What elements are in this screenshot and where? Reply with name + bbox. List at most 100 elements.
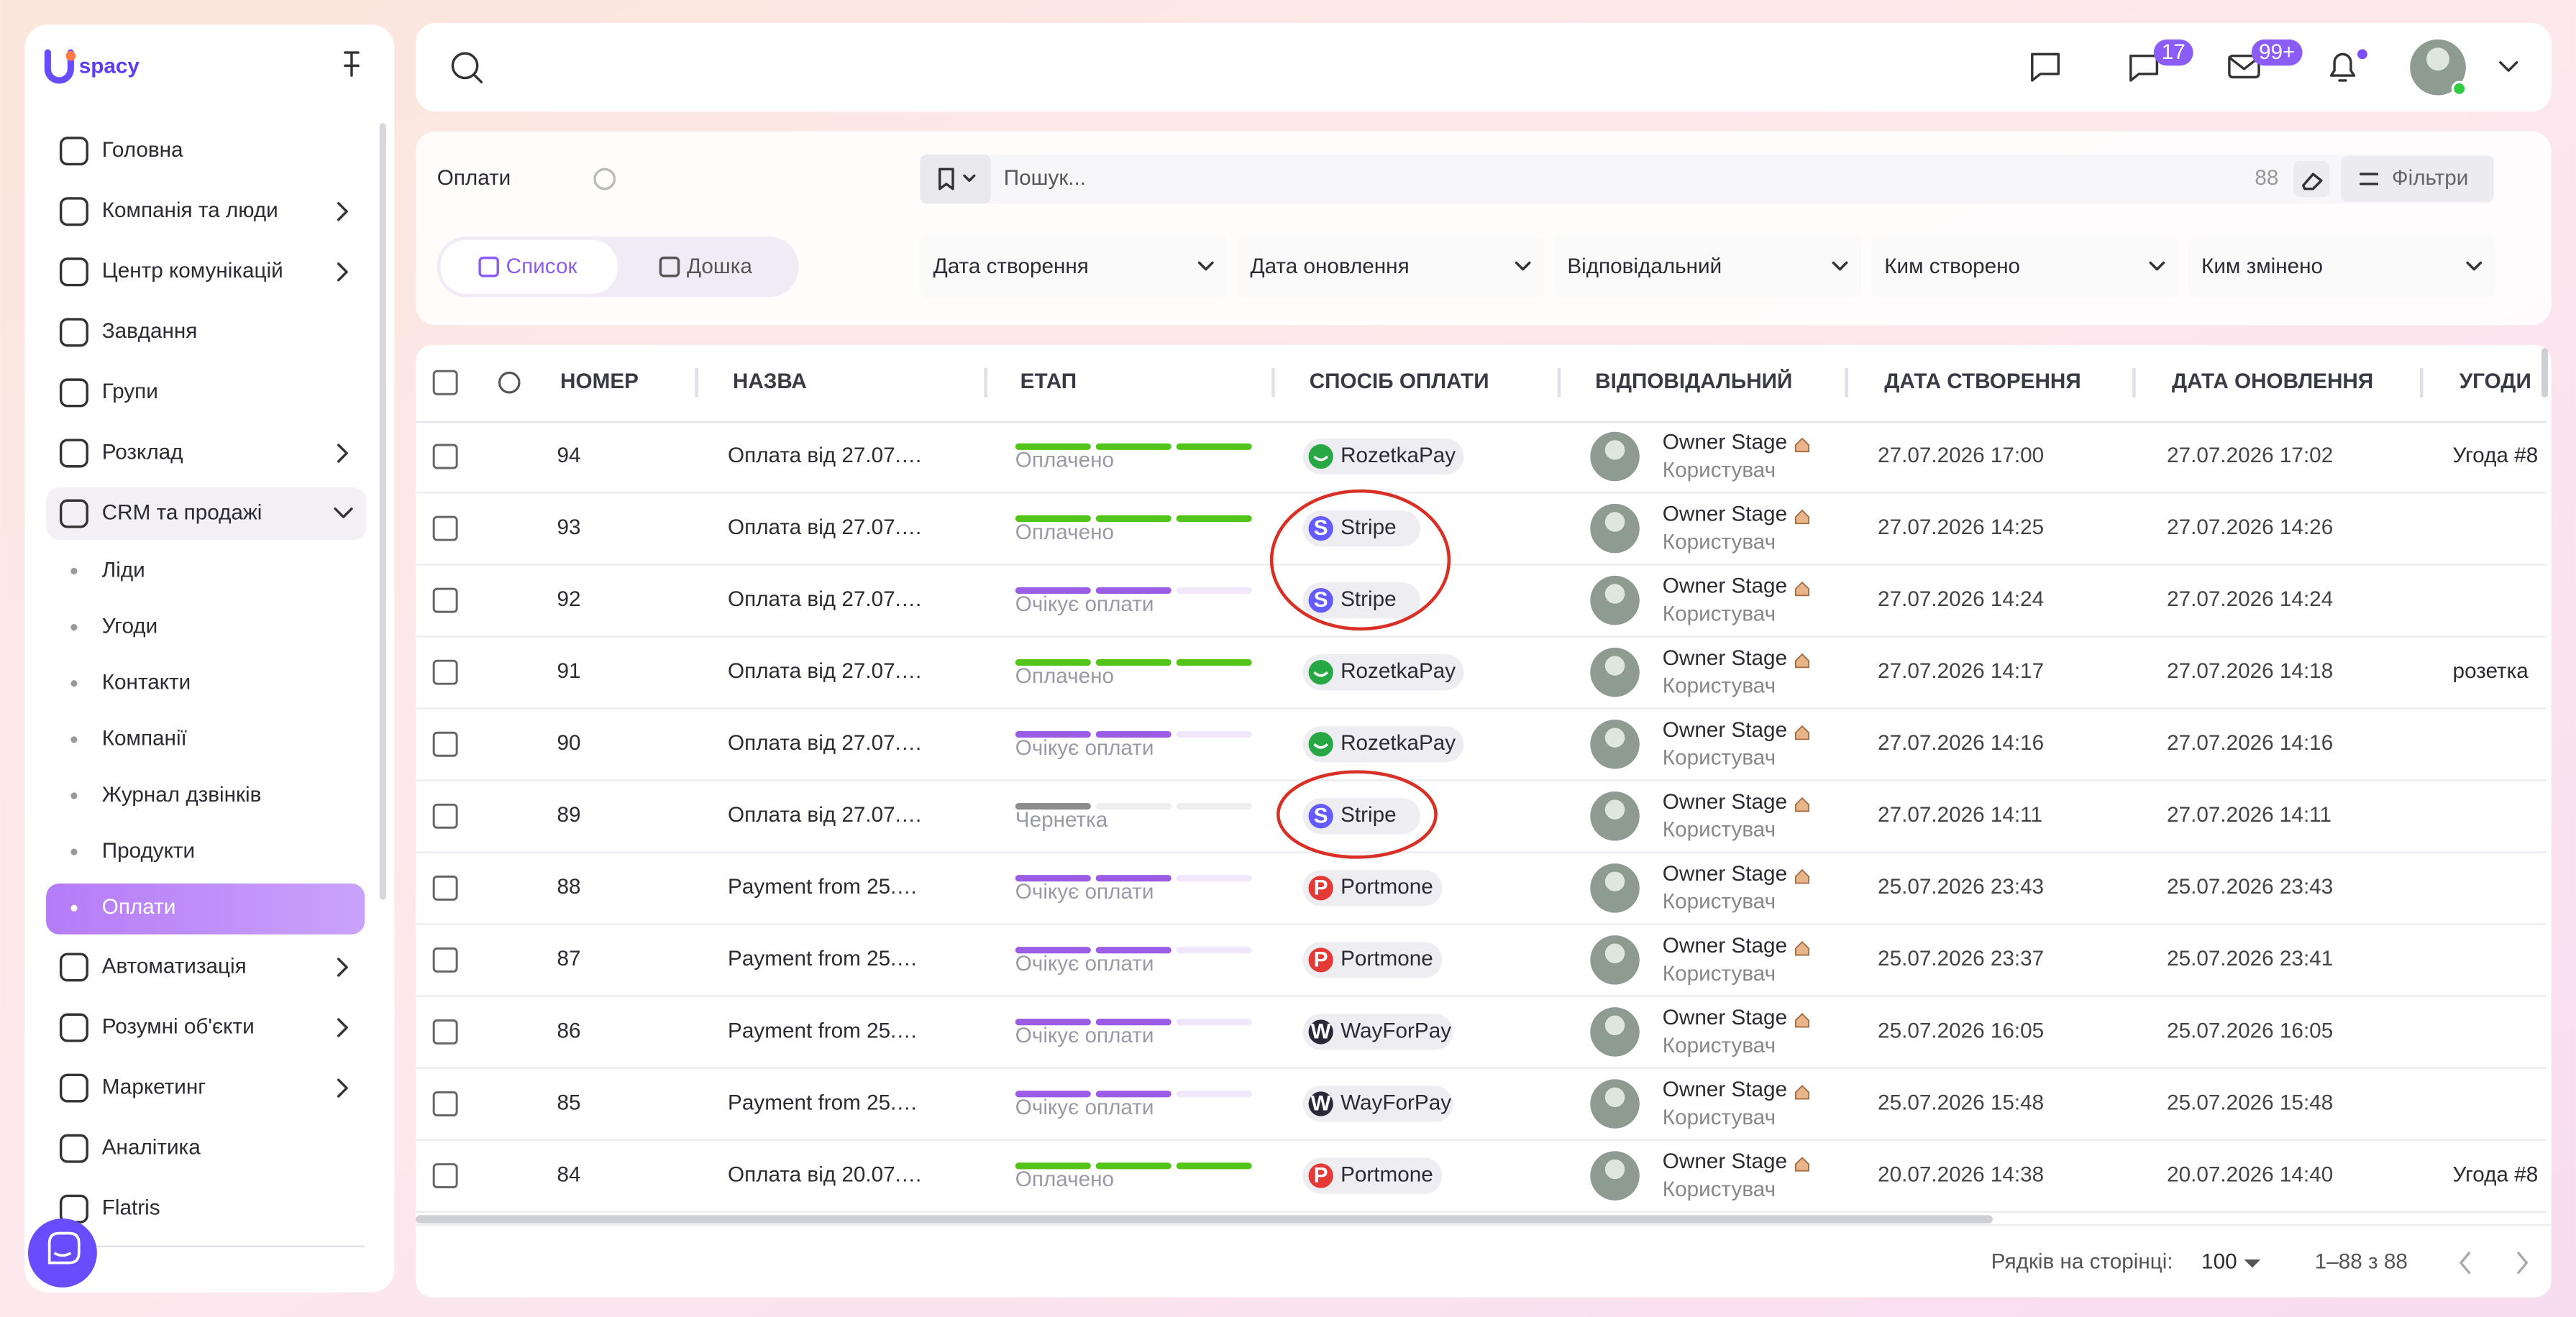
responsible-name[interactable]: Owner Stage xyxy=(1663,574,1787,598)
row-name[interactable]: Оплата від 27.07.… xyxy=(728,444,923,467)
deal[interactable]: розетка xyxy=(2453,659,2529,683)
nav-chevron[interactable] xyxy=(337,444,348,463)
nav-item[interactable]: Розумні об'єкти xyxy=(102,1014,255,1038)
nav-item[interactable]: Автоматизація xyxy=(102,954,247,978)
nav-item[interactable]: Головна xyxy=(102,138,183,162)
nav-subitem[interactable]: Компанії xyxy=(102,727,187,751)
view-tab[interactable]: Дошка xyxy=(687,254,752,278)
nav-item[interactable]: Групи xyxy=(102,380,158,403)
row-checkbox[interactable] xyxy=(432,515,458,541)
nav-subitem[interactable]: Ліди xyxy=(102,558,145,582)
row-name[interactable]: Оплата від 27.07.… xyxy=(728,515,923,539)
row-name[interactable]: Payment from 25.… xyxy=(728,1019,918,1042)
nav-chevron[interactable] xyxy=(337,1078,348,1098)
clear-button[interactable] xyxy=(2293,160,2330,198)
method-pill xyxy=(1302,1014,1453,1050)
row-name[interactable]: Payment from 25.… xyxy=(728,947,918,970)
row-checkbox[interactable] xyxy=(432,947,458,973)
filter-dropdown[interactable] xyxy=(920,236,1228,298)
nav-item[interactable]: Завдання xyxy=(102,319,198,343)
nav-item[interactable]: Аналітика xyxy=(102,1135,201,1159)
responsible-name[interactable]: Owner Stage xyxy=(1663,934,1787,958)
method-pill xyxy=(1302,870,1443,907)
row-checkbox[interactable] xyxy=(432,587,458,613)
filter-dropdown[interactable] xyxy=(1871,236,2179,298)
nav-item[interactable]: CRM та продажі xyxy=(102,500,262,524)
select-all[interactable] xyxy=(432,370,458,395)
column-header[interactable]: ДАТА СТВОРЕННЯ xyxy=(1884,370,2081,393)
nav-item[interactable]: Flatris xyxy=(102,1196,160,1220)
column-header[interactable]: ЕТАП xyxy=(1020,370,1077,393)
row-checkbox[interactable] xyxy=(432,875,458,901)
row-checkbox[interactable] xyxy=(432,1163,458,1189)
nav-item[interactable]: Компанія та люди xyxy=(102,198,278,222)
row-name[interactable]: Payment from 25.… xyxy=(728,875,918,899)
next-page[interactable] xyxy=(2517,1252,2529,1275)
row-name[interactable]: Payment from 25.… xyxy=(728,1091,918,1114)
column-header[interactable]: ДАТА ОНОВЛЕННЯ xyxy=(2172,370,2373,393)
pin-icon[interactable] xyxy=(344,51,360,77)
row-checkbox[interactable] xyxy=(432,444,458,469)
responsible-name[interactable]: Owner Stage xyxy=(1663,718,1787,742)
responsible-name[interactable]: Owner Stage xyxy=(1663,503,1787,526)
row-name[interactable]: Оплата від 20.07.… xyxy=(728,1162,923,1186)
bell-icon[interactable] xyxy=(2329,52,2356,82)
nav-chevron[interactable] xyxy=(337,202,348,221)
view-tab[interactable]: Список xyxy=(506,254,578,278)
row-name[interactable]: Оплата від 27.07.… xyxy=(728,659,923,683)
filter-chevron xyxy=(1832,261,1848,271)
filters-button[interactable] xyxy=(2341,156,2494,202)
prev-page[interactable] xyxy=(2459,1252,2471,1275)
columns-settings[interactable] xyxy=(498,371,521,394)
row-checkbox[interactable] xyxy=(432,803,458,829)
bookmark-button[interactable] xyxy=(920,154,991,204)
filter-dropdown[interactable] xyxy=(1237,236,1545,298)
row-name[interactable]: Оплата від 27.07.… xyxy=(728,587,923,611)
filter-dropdown[interactable] xyxy=(2188,236,2495,298)
column-header[interactable]: НАЗВА xyxy=(733,370,807,393)
nav-item[interactable]: Центр комунікацій xyxy=(102,259,283,283)
row-name[interactable]: Оплата від 27.07.… xyxy=(728,731,923,755)
chats-icon[interactable] xyxy=(2129,54,2159,82)
responsible-name[interactable]: Owner Stage xyxy=(1663,1149,1787,1173)
chat-button[interactable] xyxy=(27,1218,97,1288)
nav-subitem[interactable]: Угоди xyxy=(102,614,157,638)
row-checkbox[interactable] xyxy=(432,731,458,757)
user-menu-chevron[interactable] xyxy=(2499,61,2518,72)
nav-subitem[interactable]: Журнал дзвінків xyxy=(102,783,262,807)
method-name: WayForPay xyxy=(1340,1019,1451,1042)
nav-subitem[interactable]: Продукти xyxy=(102,839,195,863)
filter-dropdown[interactable] xyxy=(1554,236,1862,298)
messages-icon[interactable] xyxy=(2031,52,2060,82)
rows-per-page-arrow[interactable] xyxy=(2244,1259,2261,1268)
nav-item[interactable]: Розклад xyxy=(102,440,183,464)
row-checkbox[interactable] xyxy=(432,1091,458,1116)
column-header[interactable]: НОМЕР xyxy=(560,370,639,393)
mail-icon[interactable] xyxy=(2228,54,2260,79)
row-name[interactable]: Оплата від 27.07.… xyxy=(728,803,923,827)
responsible-name[interactable]: Owner Stage xyxy=(1663,1078,1787,1101)
search-box[interactable] xyxy=(920,154,2494,204)
settings-icon[interactable] xyxy=(593,168,616,191)
column-header[interactable]: УГОДИ xyxy=(2459,370,2531,393)
row-checkbox[interactable] xyxy=(432,1019,458,1045)
responsible-name[interactable]: Owner Stage xyxy=(1663,862,1787,886)
nav-chevron[interactable] xyxy=(337,1018,348,1037)
row-checkbox[interactable] xyxy=(432,659,458,685)
deal[interactable]: Угода #8 xyxy=(2453,444,2539,467)
responsible-name[interactable]: Owner Stage xyxy=(1663,790,1787,814)
responsible-name[interactable]: Owner Stage xyxy=(1663,431,1787,454)
column-header[interactable]: ВІДПОВІДАЛЬНИЙ xyxy=(1595,369,1792,393)
nav-subitem[interactable]: Оплати xyxy=(102,895,176,919)
responsible-name[interactable]: Owner Stage xyxy=(1663,1006,1787,1029)
rows-per-page[interactable]: 100 xyxy=(2201,1249,2237,1273)
column-header[interactable]: СПОСІБ ОПЛАТИ xyxy=(1310,370,1489,393)
nav-chevron[interactable] xyxy=(337,958,348,977)
nav-chevron[interactable] xyxy=(334,507,353,518)
nav-item[interactable]: Маркетинг xyxy=(102,1075,206,1098)
nav-chevron[interactable] xyxy=(337,262,348,282)
deal[interactable]: Угода #8 xyxy=(2453,1162,2539,1186)
search-icon[interactable] xyxy=(451,52,479,80)
nav-subitem[interactable]: Контакти xyxy=(102,671,191,694)
responsible-name[interactable]: Owner Stage xyxy=(1663,646,1787,670)
